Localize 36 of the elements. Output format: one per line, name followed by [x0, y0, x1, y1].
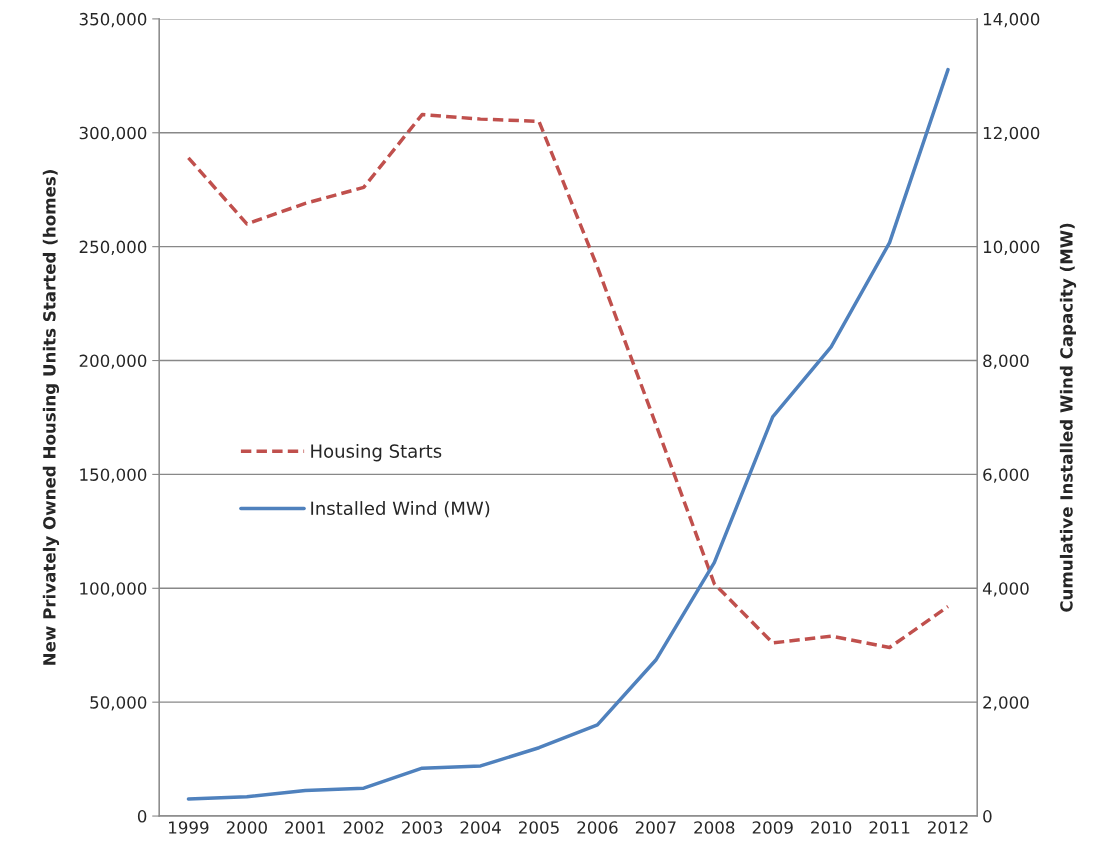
- x-tick-label: 2000: [226, 821, 267, 834]
- x-tick-label: 2010: [811, 821, 852, 834]
- line-series: [186, 112, 950, 650]
- y2-tick-label: 0: [983, 810, 992, 823]
- x-tick-label: 2009: [752, 821, 793, 834]
- y2-tick-label: 4,000: [982, 582, 1029, 597]
- y2-tick-label: 14,000: [983, 12, 1040, 28]
- y2-tick-label: 6,000: [983, 468, 1029, 483]
- y-tick-label: 150,000: [80, 468, 147, 483]
- x-tick-label: 2012: [928, 821, 968, 834]
- y-tick-label: 350,000: [79, 12, 147, 28]
- x-tick-label: 2007: [635, 821, 676, 834]
- line-series: [186, 67, 950, 801]
- y-tick-label: 50,000: [90, 696, 147, 711]
- y-tick-label: 100,000: [80, 582, 147, 597]
- y2-tick-label: 8,000: [983, 354, 1029, 369]
- y2-tick-label: 10,000: [983, 240, 1040, 255]
- legend-label: Housing Starts: [311, 443, 442, 462]
- x-tick-label: 2003: [402, 821, 443, 834]
- x-tick-label: 2002: [343, 821, 384, 834]
- x-tick-label: 1999: [169, 821, 209, 834]
- y-axis-title: New Privately Owned Housing Units Started (homes): [42, 170, 60, 665]
- y2-axis-title: Cumulative Installed Wind Capacity (MW): [1059, 223, 1077, 612]
- y2-tick-label: 12,000: [983, 126, 1040, 142]
- y2-tick-label: 2,000: [983, 696, 1029, 711]
- y-tick-label: 300,000: [79, 126, 147, 142]
- x-tick-label: 2008: [694, 821, 735, 834]
- y-tick-label: 200,000: [79, 354, 147, 369]
- x-tick-label: 2006: [577, 821, 618, 834]
- x-tick-label: 2011: [869, 821, 910, 834]
- y-tick-label: 250,000: [79, 240, 147, 255]
- legend-label: Installed Wind (MW): [311, 501, 490, 518]
- x-tick-label: 2001: [285, 821, 325, 834]
- x-tick-label: 2005: [519, 821, 559, 834]
- y-tick-label: 0: [137, 810, 147, 823]
- x-tick-label: 2004: [460, 821, 501, 834]
